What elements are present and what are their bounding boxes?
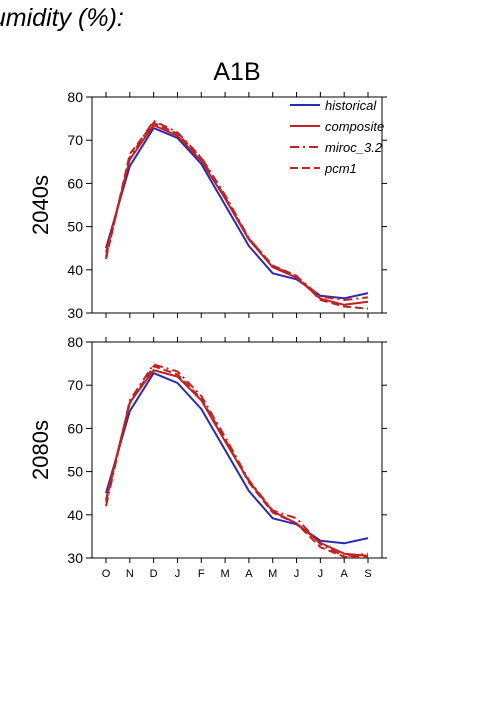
- series-line-pcm1-panel-2: [105, 365, 369, 559]
- x-tick-label-D: D: [150, 568, 158, 580]
- y-tick-label-50: 50: [67, 219, 83, 235]
- y-tick-label-60: 60: [67, 175, 83, 191]
- x-tick-label-O: O: [102, 568, 111, 580]
- scenario-title: A1B: [213, 58, 260, 86]
- y-axis-label-2080s: 2080s: [28, 420, 53, 480]
- panel-2-frame: [91, 341, 383, 559]
- y-tick-label-70: 70: [67, 132, 83, 148]
- x-tick-label-M: M: [221, 568, 230, 580]
- y-tick-label-70: 70: [67, 377, 83, 393]
- x-tick-label-J: J: [175, 568, 181, 580]
- x-tick-label-J: J: [318, 568, 324, 580]
- page-title: humidity (%):: [0, 4, 124, 32]
- y-tick-label-30: 30: [67, 550, 83, 566]
- y-tick-label-40: 40: [67, 262, 83, 278]
- series-line-miroc_3.2-panel-1: [105, 119, 369, 301]
- panel-1-frame: [91, 96, 383, 314]
- x-tick-label-N: N: [126, 568, 134, 580]
- x-tick-label-F: F: [198, 568, 205, 580]
- legend-label-composite: composite: [325, 119, 384, 134]
- x-tick-label-M: M: [268, 568, 277, 580]
- legend-label-pcm1: pcm1: [324, 161, 357, 176]
- y-axis-label-2040s: 2040s: [28, 175, 53, 235]
- series-line-pcm1-panel-1: [105, 121, 369, 310]
- x-tick-label-S: S: [364, 568, 371, 580]
- series-line-historical-panel-2: [105, 372, 369, 545]
- x-tick-label-A: A: [245, 568, 253, 580]
- x-tick-label-J: J: [294, 568, 300, 580]
- legend-label-miroc_3.2: miroc_3.2: [325, 140, 383, 155]
- series-line-composite-panel-2: [105, 369, 369, 557]
- y-tick-label-80: 80: [67, 89, 83, 105]
- y-tick-label-50: 50: [67, 464, 83, 480]
- y-tick-label-60: 60: [67, 420, 83, 436]
- y-tick-label-30: 30: [67, 305, 83, 321]
- y-tick-label-80: 80: [67, 334, 83, 350]
- y-tick-label-40: 40: [67, 507, 83, 523]
- series-line-historical-panel-1: [105, 127, 369, 300]
- legend-label-historical: historical: [325, 98, 377, 113]
- x-tick-label-A: A: [341, 568, 349, 580]
